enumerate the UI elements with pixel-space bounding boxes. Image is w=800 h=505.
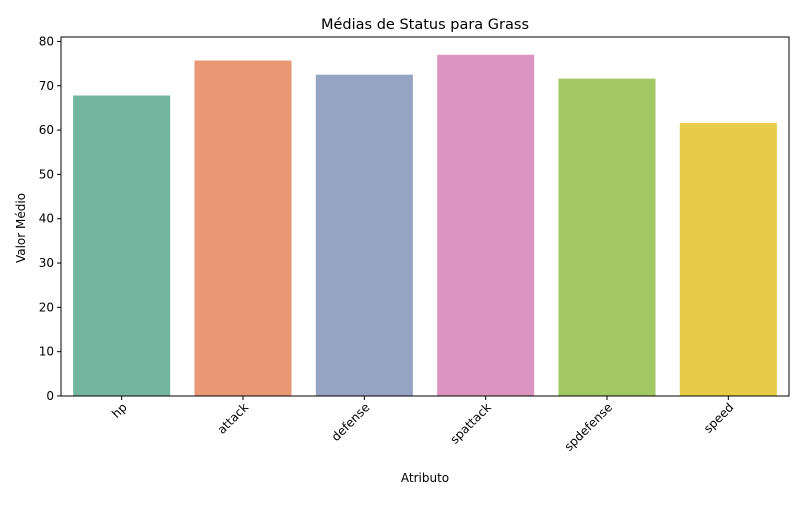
x-axis-label: Atributo	[401, 471, 449, 485]
bar-spattack	[437, 54, 535, 396]
bar-defense	[315, 74, 413, 396]
y-tick-label: 30	[39, 256, 54, 270]
y-axis-label: Valor Médio	[14, 193, 28, 263]
bars-group	[73, 54, 777, 397]
x-tick-label: spdefense	[562, 400, 616, 454]
y-tick-label: 0	[46, 389, 54, 403]
x-axis: hp attack defense spattack spdefense speed	[109, 396, 736, 454]
x-tick-label: hp	[109, 400, 130, 421]
x-tick-label: spattack	[447, 400, 493, 446]
bar-spdefense	[558, 78, 656, 396]
x-tick-label: attack	[215, 400, 252, 437]
bar-attack	[194, 60, 292, 397]
y-tick-label: 20	[39, 300, 54, 314]
bar-hp	[73, 95, 171, 397]
y-tick-label: 70	[39, 79, 54, 93]
y-tick-label: 10	[39, 345, 54, 359]
y-tick-label: 50	[39, 167, 54, 181]
chart-title: Médias de Status para Grass	[321, 17, 529, 33]
y-tick-label: 80	[39, 34, 54, 48]
y-axis: 0 10 20 30 40 50 60 70 80	[39, 34, 61, 403]
y-tick-label: 60	[39, 123, 54, 137]
x-tick-label: speed	[701, 400, 737, 436]
x-tick-label: defense	[329, 400, 373, 444]
y-tick-label: 40	[39, 212, 54, 226]
bar-speed	[679, 122, 777, 396]
plot-frame	[60, 36, 790, 397]
